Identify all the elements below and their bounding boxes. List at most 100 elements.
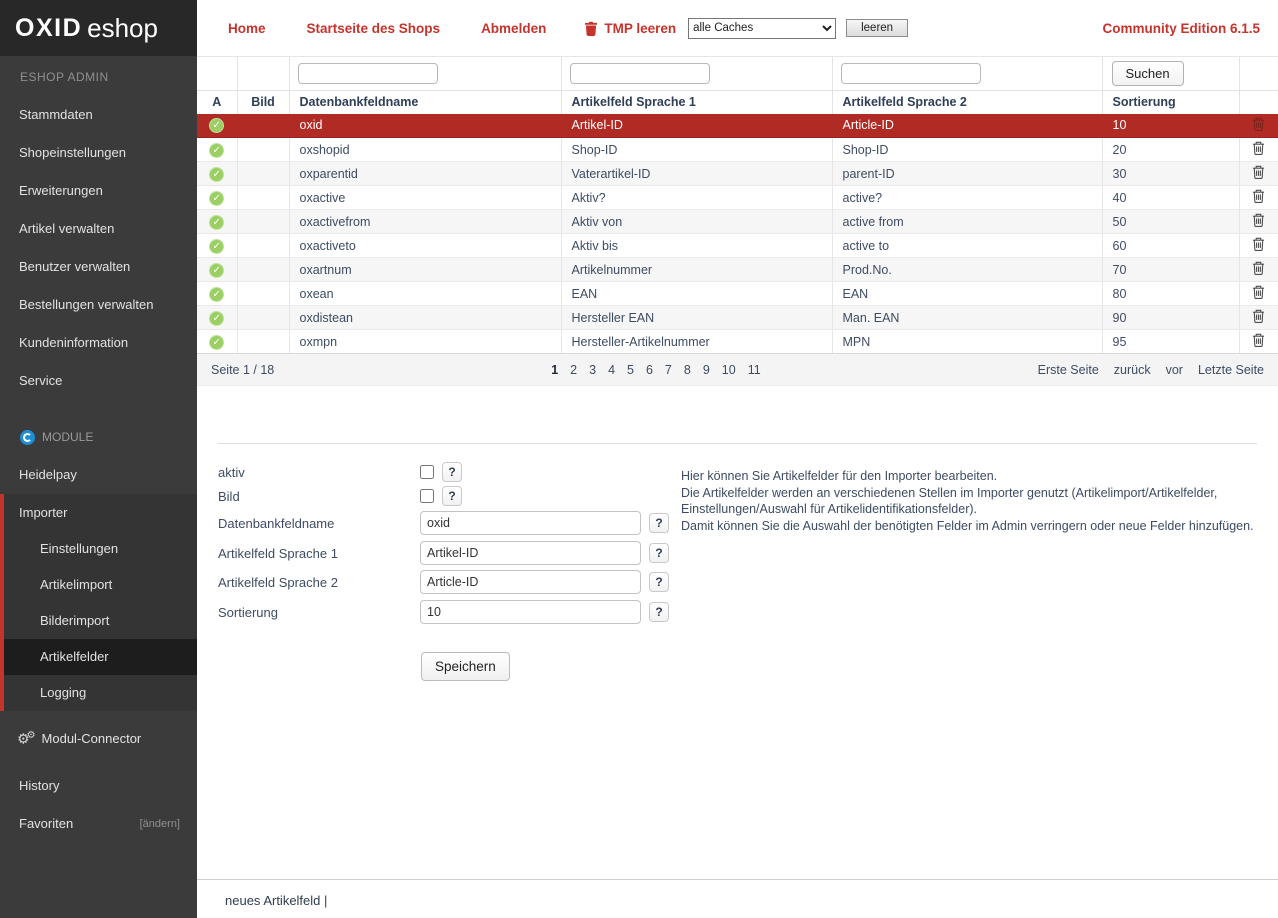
favoriten-edit-link[interactable]: [ändern] [139,818,180,830]
table-row[interactable]: ✓ oxid Artikel-ID Article-ID 10 [197,113,1278,138]
cell-lang1[interactable]: Artikel-ID [561,113,833,138]
cell-lang1[interactable]: Aktiv? [561,185,833,210]
sidebar-subitem-bilderimport[interactable]: Bilderimport [40,613,110,628]
help-icon[interactable]: ? [649,602,669,622]
table-row[interactable]: ✓ oxean EAN EAN 80 [197,281,1278,306]
cell-lang2[interactable]: Prod.No. [832,257,1103,282]
cell-dbfield[interactable]: oxmpn [289,329,562,354]
cell-sort[interactable]: 95 [1102,329,1240,354]
delete-row-icon[interactable] [1252,165,1265,179]
delete-row-icon[interactable] [1252,189,1265,203]
col-header-lang2[interactable]: Artikelfeld Sprache 2 [832,90,1103,114]
cell-lang1[interactable]: EAN [561,281,833,306]
new-articlefield-link[interactable]: neues Artikelfeld [225,893,321,908]
sidebar-subitem-artikelimport[interactable]: Artikelimport [40,577,113,592]
sidebar-item-importer[interactable]: Importer [19,505,68,520]
sidebar-subitem-artikelfelder[interactable]: Artikelfelder [4,639,197,675]
table-row[interactable]: ✓ oxartnum Artikelnummer Prod.No. 70 [197,257,1278,282]
nav-logout-link[interactable]: Abmelden [481,20,547,36]
cell-lang1[interactable]: Artikelnummer [561,257,833,282]
dbfield-input[interactable] [420,511,641,535]
cell-sort[interactable]: 30 [1102,161,1240,186]
delete-row-icon[interactable] [1252,333,1265,347]
col-header-a[interactable]: A [197,90,238,114]
sidebar-item-bestellungen-verwalten[interactable]: Bestellungen verwalten [19,297,154,312]
page-number[interactable]: 11 [747,362,761,377]
sidebar-item-favoriten[interactable]: Favoriten [ändern] [0,805,197,843]
cell-sort[interactable]: 70 [1102,257,1240,282]
delete-row-icon[interactable] [1252,213,1265,227]
cell-lang1[interactable]: Vaterartikel-ID [561,161,833,186]
lang2-input[interactable] [420,570,641,594]
clear-cache-button[interactable]: leeren [846,19,909,37]
sidebar-subitem-logging[interactable]: Logging [40,685,87,700]
cell-dbfield[interactable]: oxactive [289,185,562,210]
cell-lang1[interactable]: Aktiv bis [561,233,833,258]
cell-lang2[interactable]: EAN [832,281,1103,306]
page-number[interactable]: 9 [702,362,710,377]
help-icon[interactable]: ? [649,513,669,533]
cell-lang1[interactable]: Aktiv von [561,209,833,234]
lang1-input[interactable] [420,541,641,565]
tmp-clear-group[interactable]: TMP leeren [584,21,676,36]
sidebar-subitem-einstellungen[interactable]: Einstellungen [40,541,119,556]
cell-dbfield[interactable]: oxartnum [289,257,562,282]
col-header-dbfield[interactable]: Datenbankfeldname [289,90,562,114]
cell-dbfield[interactable]: oxparentid [289,161,562,186]
cell-lang1[interactable]: Hersteller EAN [561,305,833,330]
sidebar-item-benutzer-verwalten[interactable]: Benutzer verwalten [19,259,131,274]
search-dbfield-input[interactable] [297,63,438,84]
delete-row-icon[interactable] [1252,117,1265,131]
cell-sort[interactable]: 40 [1102,185,1240,210]
cell-lang2[interactable]: Man. EAN [832,305,1103,330]
page-number[interactable]: 6 [645,362,653,377]
table-row[interactable]: ✓ oxactive Aktiv? active? 40 [197,185,1278,210]
sidebar-item-artikel-verwalten[interactable]: Artikel verwalten [19,221,115,236]
bild-checkbox[interactable] [420,489,434,503]
delete-row-icon[interactable] [1252,309,1265,323]
sidebar-item-shopeinstellungen[interactable]: Shopeinstellungen [19,145,126,160]
cell-dbfield[interactable]: oxdistean [289,305,562,330]
table-row[interactable]: ✓ oxactivefrom Aktiv von active from 50 [197,209,1278,234]
cell-lang1[interactable]: Shop-ID [561,137,833,162]
page-number[interactable]: 10 [721,362,736,377]
delete-row-icon[interactable] [1252,141,1265,155]
sort-input[interactable] [420,600,641,624]
cell-lang2[interactable]: MPN [832,329,1103,354]
sidebar-item-erweiterungen[interactable]: Erweiterungen [19,183,103,198]
delete-row-icon[interactable] [1252,261,1265,275]
nav-home-link[interactable]: Home [228,20,266,36]
search-button[interactable]: Suchen [1111,61,1184,86]
last-page-link[interactable]: Letzte Seite [1197,362,1264,377]
delete-row-icon[interactable] [1252,285,1265,299]
page-number[interactable]: 1 [551,362,559,377]
page-number[interactable]: 3 [589,362,597,377]
cell-lang1[interactable]: Hersteller-Artikelnummer [561,329,833,354]
page-number[interactable]: 2 [570,362,578,377]
page-number[interactable]: 4 [608,362,616,377]
table-row[interactable]: ✓ oxactiveto Aktiv bis active to 60 [197,233,1278,258]
cell-sort[interactable]: 80 [1102,281,1240,306]
table-row[interactable]: ✓ oxmpn Hersteller-Artikelnummer MPN 95 [197,329,1278,354]
cell-dbfield[interactable]: oxshopid [289,137,562,162]
cell-lang2[interactable]: Article-ID [832,113,1103,138]
sidebar-item-modul-connector[interactable]: ⚙⚙ Modul-Connector [0,719,197,757]
save-button[interactable]: Speichern [421,652,510,681]
col-header-bild[interactable]: Bild [237,90,290,114]
cache-select[interactable]: alle Caches [688,17,837,39]
nav-shop-frontend-link[interactable]: Startseite des Shops [306,20,441,36]
next-page-link[interactable]: vor [1165,362,1183,377]
cell-lang2[interactable]: active to [832,233,1103,258]
help-icon[interactable]: ? [649,543,669,563]
cell-sort[interactable]: 60 [1102,233,1240,258]
help-icon[interactable]: ? [442,462,462,482]
cell-sort[interactable]: 10 [1102,113,1240,138]
cell-lang2[interactable]: Shop-ID [832,137,1103,162]
cell-dbfield[interactable]: oxactiveto [289,233,562,258]
sidebar-item-service[interactable]: Service [19,373,63,388]
search-lang2-input[interactable] [840,63,981,84]
aktiv-checkbox[interactable] [420,465,434,479]
sidebar-item-history[interactable]: History [19,778,60,793]
cell-sort[interactable]: 50 [1102,209,1240,234]
search-lang1-input[interactable] [569,63,710,84]
